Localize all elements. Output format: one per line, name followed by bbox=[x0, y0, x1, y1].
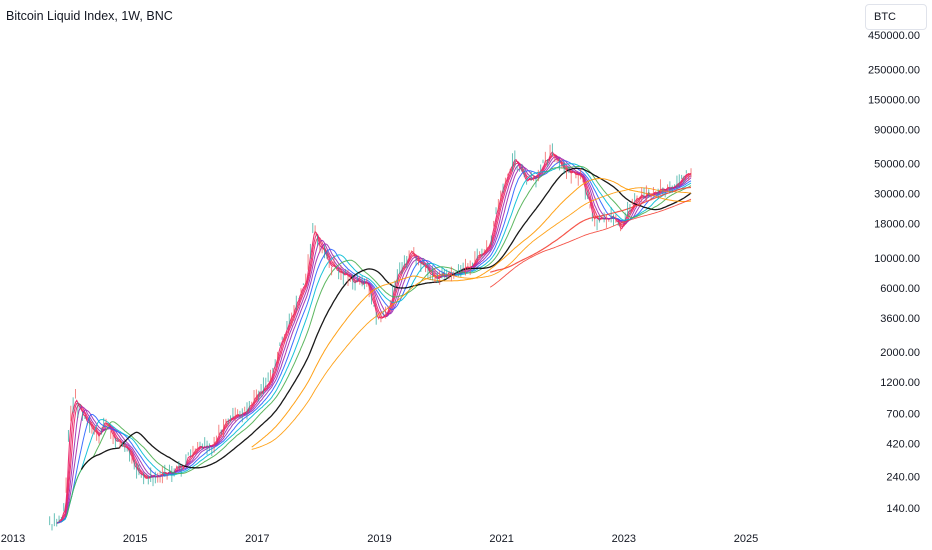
x-tick-label: 2015 bbox=[123, 533, 147, 545]
y-tick-label: 250000.00 bbox=[868, 64, 920, 76]
y-tick-label: 6000.00 bbox=[880, 283, 920, 295]
x-tick-label: 2023 bbox=[612, 533, 636, 545]
moving-average-line bbox=[489, 198, 692, 288]
x-axis[interactable]: 2013 2015 2017 2019 2021 2023 2025 bbox=[1, 533, 758, 545]
y-tick-label: 150000.00 bbox=[868, 94, 920, 106]
y-tick-label: 10000.00 bbox=[874, 253, 920, 265]
y-tick-label: 18000.00 bbox=[874, 219, 920, 231]
moving-average-line bbox=[80, 167, 692, 470]
moving-average-line bbox=[251, 187, 692, 450]
x-tick-label: 2017 bbox=[245, 533, 269, 545]
y-tick-label: 90000.00 bbox=[874, 124, 920, 136]
y-tick-label: 30000.00 bbox=[874, 189, 920, 201]
x-tick-label: 2025 bbox=[734, 533, 758, 545]
x-tick-label: 2021 bbox=[489, 533, 513, 545]
y-axis[interactable]: 450000.00 250000.00 150000.00 90000.00 50000… bbox=[868, 30, 920, 515]
y-tick-label: 50000.00 bbox=[874, 159, 920, 171]
y-tick-label: 2000.00 bbox=[880, 347, 920, 359]
symbol-input[interactable]: BTC bbox=[865, 4, 927, 30]
moving-average-line bbox=[57, 160, 692, 524]
chart-title: Bitcoin Liquid Index, 1W, BNC bbox=[6, 9, 173, 23]
x-tick-label: 2013 bbox=[1, 533, 25, 545]
moving-average-line bbox=[251, 178, 692, 448]
moving-average-line bbox=[490, 186, 691, 273]
moving-average-line bbox=[61, 163, 692, 523]
x-tick-label: 2019 bbox=[367, 533, 391, 545]
y-tick-label: 1200.00 bbox=[880, 377, 920, 389]
y-tick-label: 420.00 bbox=[886, 439, 920, 451]
y-tick-label: 3600.00 bbox=[880, 313, 920, 325]
y-tick-label: 240.00 bbox=[886, 471, 920, 483]
moving-average-line bbox=[65, 165, 692, 518]
moving-average-line bbox=[56, 154, 692, 524]
plot-area bbox=[49, 143, 692, 531]
y-tick-label: 450000.00 bbox=[868, 30, 920, 42]
y-tick-label: 700.00 bbox=[886, 409, 920, 421]
moving-average-line bbox=[56, 153, 692, 525]
y-tick-label: 140.00 bbox=[886, 503, 920, 515]
